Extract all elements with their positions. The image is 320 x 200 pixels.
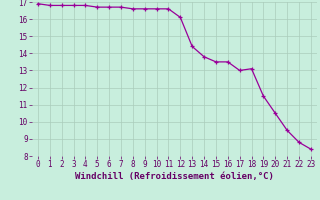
X-axis label: Windchill (Refroidissement éolien,°C): Windchill (Refroidissement éolien,°C) — [75, 172, 274, 181]
